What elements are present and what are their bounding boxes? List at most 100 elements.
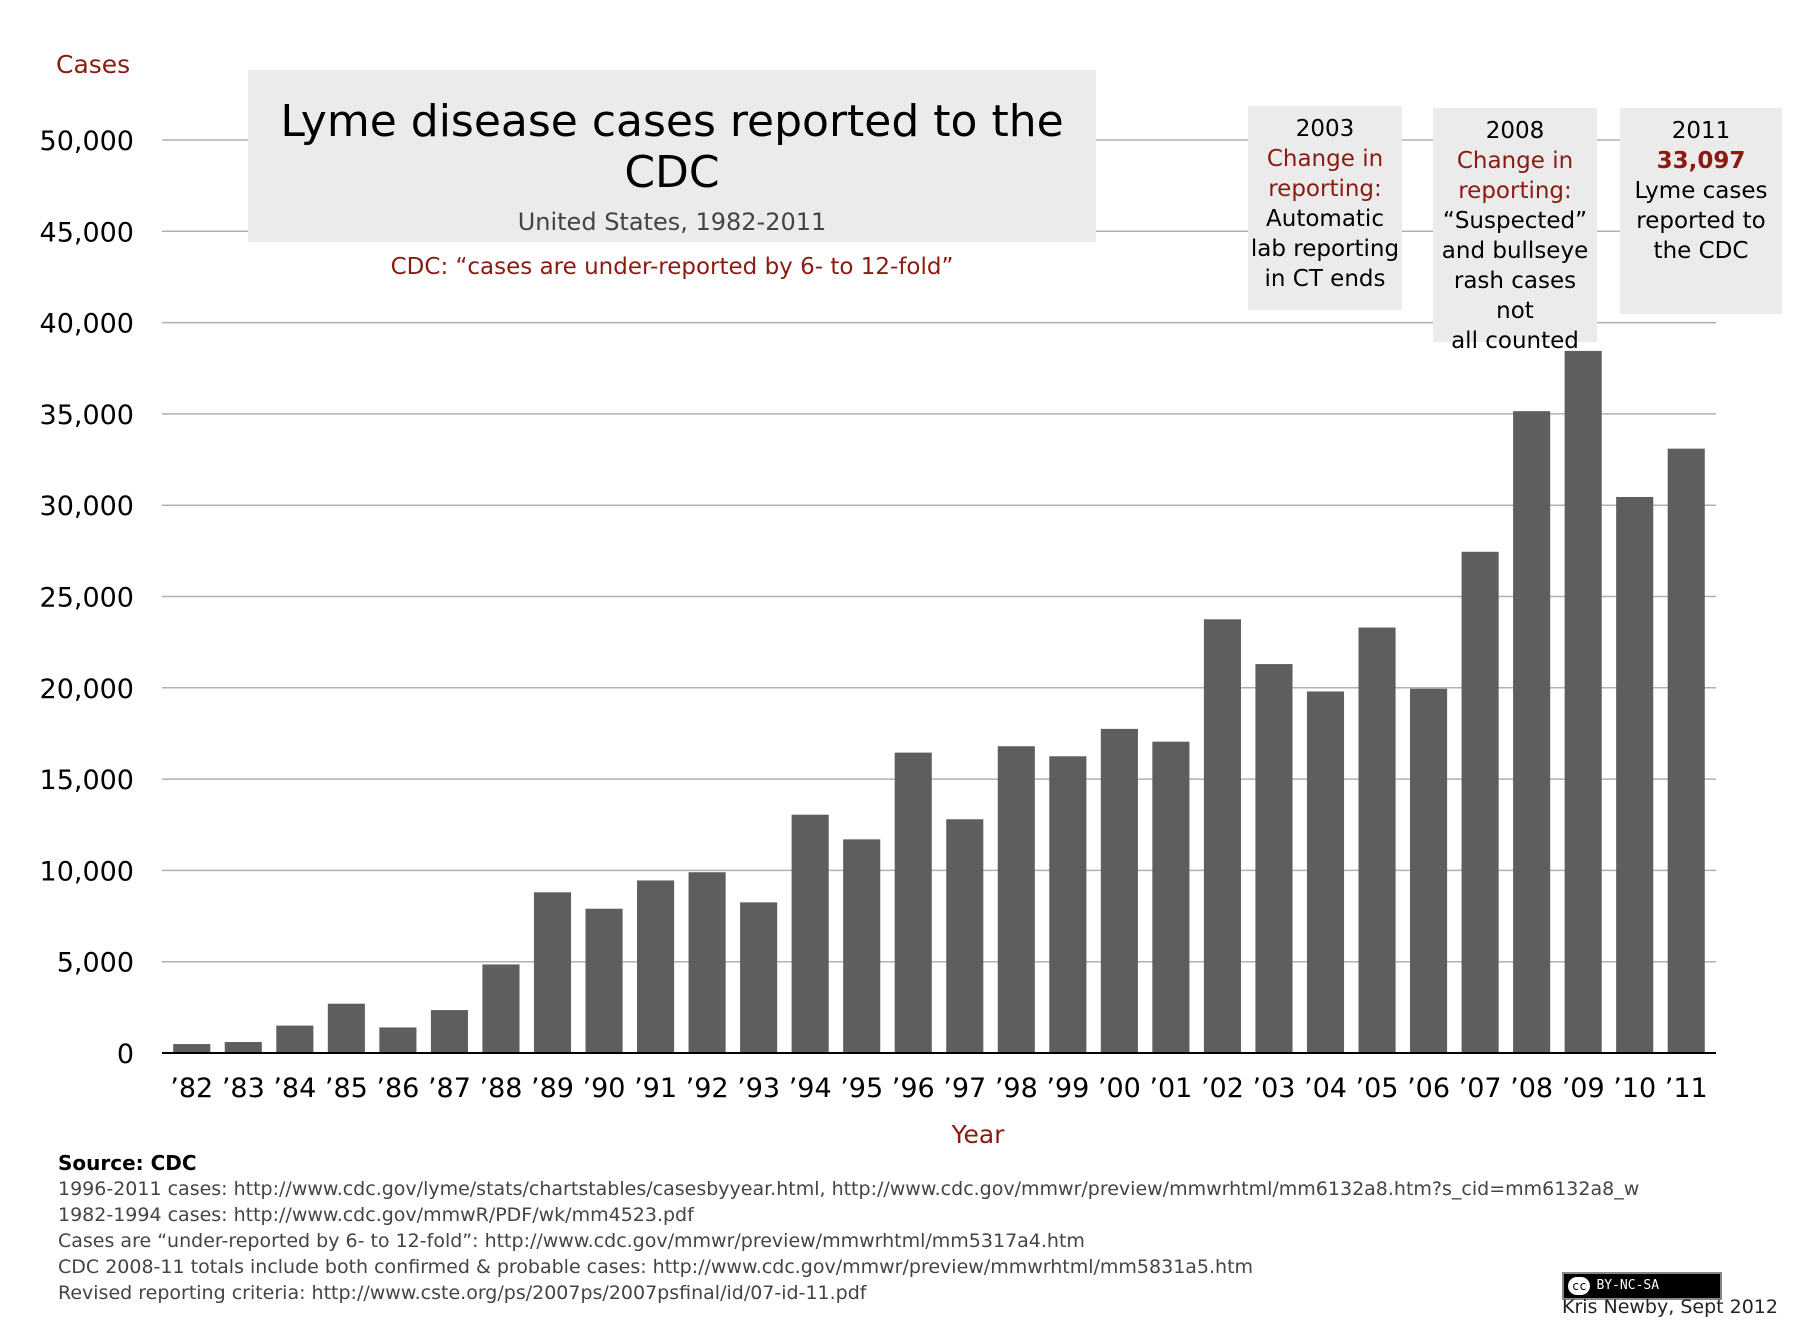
bar (173, 1044, 211, 1053)
x-tick-label: ’86 (376, 1073, 419, 1104)
y-tick-label: 35,000 (40, 400, 134, 431)
bar (430, 1010, 468, 1053)
annotation-line: Lyme cases (1634, 178, 1768, 204)
y-axis-label: Cases (56, 50, 131, 79)
bar (637, 880, 675, 1053)
annotation-line: all counted (1451, 328, 1579, 354)
bar (946, 819, 984, 1053)
cc-license-badge: cc BY-NC-SA (1562, 1272, 1722, 1300)
x-tick-label: ’08 (1510, 1073, 1553, 1104)
bar (1410, 688, 1448, 1053)
x-tick-label: ’95 (840, 1073, 883, 1104)
bar (997, 746, 1035, 1053)
annotation-line: lab reporting (1250, 236, 1400, 262)
x-tick-label: ’01 (1149, 1073, 1192, 1104)
y-tick-label: 50,000 (40, 126, 134, 157)
annotation-year: 2003 (1295, 116, 1355, 142)
annotation-red-line: 33,097 (1656, 148, 1746, 174)
bar (1667, 448, 1705, 1053)
chart-subtitle: United States, 1982-2011 (517, 208, 827, 236)
x-tick-label: ’00 (1098, 1073, 1141, 1104)
author-credit: Kris Newby, Sept 2012 (1562, 1296, 1778, 1318)
annotation-line: rash cases not (1453, 268, 1577, 324)
annotation-red-line: reporting: (1268, 176, 1382, 202)
chart-title: Lyme disease cases reported to the CDC (280, 96, 1064, 198)
bar (843, 839, 881, 1053)
x-tick-label: ’85 (325, 1073, 368, 1104)
x-tick-label: ’84 (273, 1073, 316, 1104)
bar (1358, 627, 1396, 1053)
bar (1564, 350, 1602, 1053)
annotation-line: in CT ends (1264, 266, 1386, 292)
bar (894, 752, 932, 1053)
x-tick-label: ’99 (1046, 1073, 1089, 1104)
source-line: 1996-2011 cases: http://www.cdc.gov/lyme… (58, 1178, 1640, 1200)
x-tick-label: ’11 (1665, 1073, 1708, 1104)
x-tick-labels: ’82 ’83 ’84 ’85 ’86 ’87 ’88 ’89 ’90 ’91 ’92 ’93 ’94 ’… (170, 1073, 1707, 1104)
x-tick-label: ’91 (634, 1073, 677, 1104)
source-line: Revised reporting criteria: http://www.c… (58, 1282, 867, 1304)
x-tick-label: ’94 (789, 1073, 832, 1104)
x-tick-label: ’96 (892, 1073, 935, 1104)
y-tick-label: 0 (117, 1039, 134, 1070)
x-tick-label: ’82 (170, 1073, 213, 1104)
source-line: 1982-1994 cases: http://www.cdc.gov/mmwR… (58, 1204, 694, 1226)
x-tick-label: ’93 (737, 1073, 780, 1104)
bar (327, 1003, 365, 1053)
bar (1255, 664, 1293, 1053)
annotation-line: reported to (1636, 208, 1766, 234)
bar (740, 902, 778, 1053)
bar (791, 814, 829, 1053)
bar (533, 892, 572, 1053)
bars (173, 350, 1705, 1053)
annotation-line: “Suspected” (1442, 208, 1588, 234)
x-tick-label: ’07 (1459, 1073, 1502, 1104)
bar (1616, 496, 1654, 1053)
x-axis-label: Year (951, 1120, 1006, 1149)
y-tick-label: 45,000 (40, 217, 134, 248)
y-tick-label: 20,000 (40, 674, 134, 705)
x-tick-label: ’10 (1613, 1073, 1656, 1104)
annotation-2003: 2003 Change in reporting: Automatic lab … (1248, 106, 1402, 310)
bar (1049, 756, 1087, 1053)
annotation-red-line: Change in (1266, 146, 1384, 172)
x-tick-label: ’89 (531, 1073, 574, 1104)
annotation-year: 2008 (1485, 118, 1545, 144)
annotation-red-line: Change in (1456, 148, 1574, 174)
x-tick-label: ’88 (479, 1073, 522, 1104)
x-tick-label: ’97 (943, 1073, 986, 1104)
x-tick-label: ’03 (1252, 1073, 1295, 1104)
bar (1100, 728, 1138, 1053)
bar (482, 964, 520, 1053)
cc-icon: cc (1568, 1277, 1591, 1295)
annotation-2011: 2011 33,097 Lyme cases reported to the C… (1620, 108, 1782, 314)
source-line: CDC 2008-11 totals include both confirme… (58, 1256, 1254, 1278)
x-tick-label: ’90 (583, 1073, 626, 1104)
bar (224, 1042, 262, 1053)
y-tick-label: 15,000 (40, 765, 134, 796)
bar (1513, 411, 1551, 1053)
y-tick-label: 10,000 (40, 856, 134, 887)
title-box: Lyme disease cases reported to the CDC U… (248, 70, 1096, 280)
y-tick-label: 30,000 (40, 491, 134, 522)
bar (688, 872, 726, 1053)
y-tick-label: 25,000 (40, 583, 134, 614)
source-notes: Source: CDC 1996-2011 cases: http://www.… (58, 1150, 1639, 1306)
x-tick-label: ’06 (1407, 1073, 1450, 1104)
y-tick-labels: 0 5,000 10,000 15,000 20,000 25,000 30,000 35,0… (40, 126, 134, 1070)
underreporting-note: CDC: “cases are under-reported by 6- to … (390, 254, 954, 280)
bar (1461, 551, 1499, 1053)
x-tick-label: ’09 (1562, 1073, 1605, 1104)
annotation-red-line: reporting: (1458, 178, 1572, 204)
bar (379, 1027, 417, 1053)
annotation-line: Automatic (1266, 206, 1384, 232)
annotation-year: 2011 (1671, 118, 1731, 144)
bar (585, 908, 623, 1053)
annotation-line: the CDC (1653, 238, 1749, 264)
x-tick-label: ’83 (222, 1073, 265, 1104)
bar (276, 1025, 314, 1053)
bar (1203, 619, 1241, 1053)
annotation-2008: 2008 Change in reporting: “Suspected” an… (1433, 108, 1597, 354)
source-line: Cases are “under-reported by 6- to 12-fo… (58, 1230, 1085, 1252)
